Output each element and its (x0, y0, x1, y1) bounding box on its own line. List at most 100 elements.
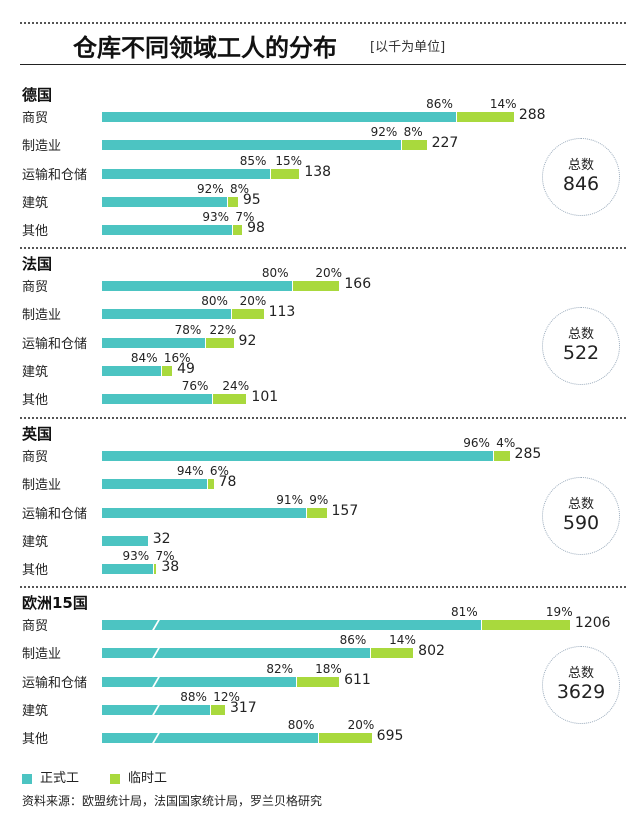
bar-temporary (292, 281, 340, 291)
bar-permanent (102, 564, 153, 575)
row-total-label: 695 (376, 728, 404, 745)
bar-permanent (102, 140, 401, 151)
section-divider (20, 417, 626, 419)
section-divider (20, 586, 626, 588)
perm-pct-label: 91% (276, 492, 303, 507)
category-label: 运输和仓储 (22, 675, 88, 691)
row-total-label: 138 (304, 163, 332, 180)
category-label: 其他 (22, 563, 49, 579)
bar-permanent (102, 112, 457, 122)
row-total-label: 98 (247, 220, 265, 237)
total-caption: 总数 (567, 666, 594, 681)
temp-pct-label: 9% (309, 492, 329, 507)
bar-temporary (211, 704, 225, 715)
temp-pct-label: 15% (275, 153, 302, 168)
perm-pct-label: 96% (463, 436, 490, 450)
legend-permanent: 正式工 (22, 767, 79, 786)
legend-swatch-temporary (110, 773, 120, 784)
temp-pct-label: 8% (229, 181, 250, 196)
perm-pct-label: 78% (174, 322, 202, 337)
row-total-label: 285 (514, 446, 542, 462)
category-label: 制造业 (22, 139, 62, 155)
bar-permanent (102, 733, 318, 744)
bar-temporary (161, 365, 173, 376)
perm-pct-label: 86% (426, 97, 453, 111)
bar-permanent (102, 309, 232, 320)
perm-pct-label: 93% (202, 210, 229, 225)
row-total-label: 1206 (574, 615, 611, 631)
legend-swatch-permanent (22, 773, 32, 784)
total-caption: 总数 (567, 327, 594, 342)
bar-temporary (212, 394, 247, 405)
total-caption: 总数 (567, 158, 594, 173)
total-value: 522 (562, 342, 600, 364)
legend-label: 临时工 (128, 771, 168, 786)
bar-permanent (102, 620, 482, 630)
row-total-label: 49 (177, 360, 195, 377)
category-label: 商贸 (22, 111, 49, 126)
row-total-label: 113 (268, 304, 296, 321)
category-label: 商贸 (22, 619, 49, 634)
bar-permanent (102, 337, 205, 348)
top-divider (20, 22, 626, 24)
row-total-label: 92 (238, 332, 257, 349)
row-total-label: 166 (344, 276, 372, 292)
perm-pct-label: 76% (181, 379, 209, 394)
perm-pct-label: 80% (261, 266, 289, 280)
temp-pct-label: 12% (213, 689, 240, 704)
perm-pct-label: 92% (196, 181, 224, 196)
row-total-label: 227 (431, 135, 459, 152)
bar-permanent (102, 365, 161, 376)
perm-pct-label: 94% (176, 464, 204, 479)
bar-permanent (102, 451, 494, 461)
bar-temporary (207, 479, 214, 490)
bar-permanent (102, 225, 233, 236)
category-label: 制造业 (22, 647, 62, 663)
group-title: 法国 (22, 255, 53, 273)
legend-label: 正式工 (40, 771, 80, 786)
perm-pct-label: 85% (239, 153, 267, 168)
bar-temporary (370, 648, 414, 659)
category-label: 运输和仓储 (22, 336, 88, 352)
chart-subtitle: [以千为单位] (370, 40, 446, 55)
row-total-label: 157 (331, 502, 359, 519)
bar-temporary (270, 168, 300, 179)
temp-pct-label: 24% (222, 379, 250, 394)
category-label: 建筑 (22, 534, 49, 550)
group-title: 德国 (22, 86, 53, 104)
total-value: 846 (562, 173, 600, 195)
group-total-circle: 总数 522 (542, 307, 620, 385)
temp-pct-label: 7% (235, 210, 255, 225)
group-title: 英国 (22, 425, 53, 443)
perm-pct-label: 80% (287, 718, 315, 733)
perm-pct-label: 92% (370, 125, 398, 140)
category-label: 其他 (22, 732, 49, 748)
bar-permanent (102, 394, 212, 405)
section-divider (20, 247, 626, 249)
bar-permanent (102, 648, 370, 659)
temp-pct-label: 14% (489, 97, 517, 111)
temp-pct-label: 14% (389, 633, 416, 648)
temp-pct-label: 7% (155, 549, 175, 564)
bar-temporary (318, 733, 372, 744)
temp-pct-label: 6% (209, 464, 229, 479)
group-total-circle: 总数 590 (542, 477, 620, 555)
legend-temporary: 临时工 (110, 767, 167, 786)
row-total-label: 32 (152, 530, 171, 547)
perm-pct-label: 82% (266, 661, 294, 676)
category-label: 运输和仓储 (22, 167, 88, 183)
row-total-label: 317 (229, 699, 257, 716)
title-underline (20, 64, 626, 65)
perm-pct-label: 86% (339, 633, 367, 648)
total-value: 590 (562, 512, 600, 534)
bar-permanent (102, 507, 307, 518)
row-total-label: 288 (518, 107, 546, 123)
chart-title: 仓库不同领域工人的分布 (73, 34, 337, 62)
row-total-label: 802 (418, 643, 445, 660)
bar-temporary (153, 564, 157, 575)
category-label: 建筑 (22, 703, 49, 719)
category-label: 制造业 (22, 478, 62, 494)
row-total-label: 611 (344, 671, 371, 688)
temp-pct-label: 19% (545, 605, 573, 619)
temp-pct-label: 20% (315, 266, 343, 280)
